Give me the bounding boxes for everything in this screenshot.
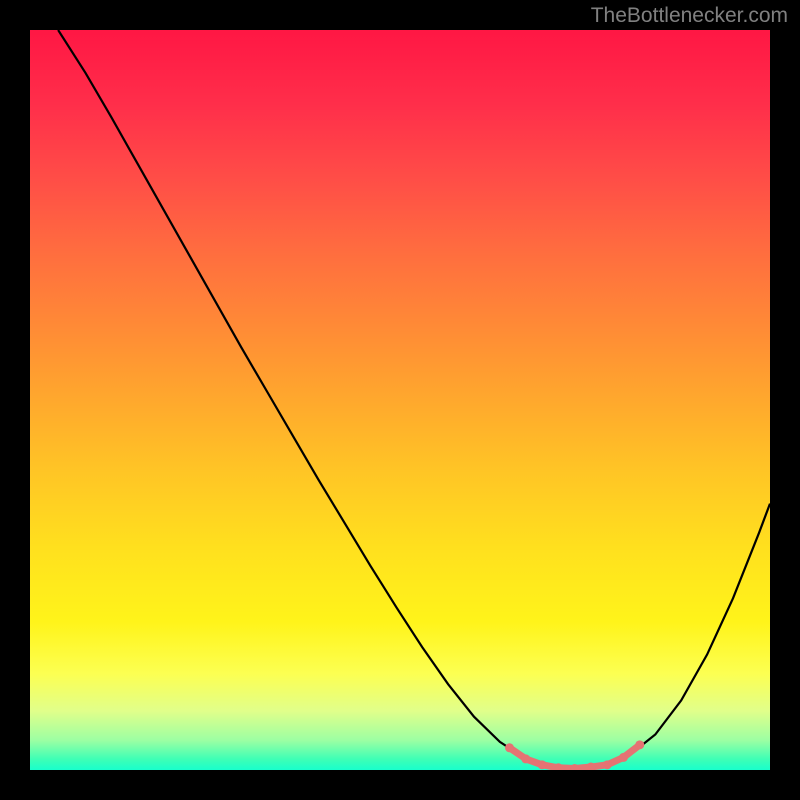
optimal-range-segment [505,740,644,770]
chart-area [30,30,770,770]
watermark: TheBottlenecker.com [591,4,788,28]
curve-overlay [30,30,770,770]
bottleneck-curve [58,30,770,769]
